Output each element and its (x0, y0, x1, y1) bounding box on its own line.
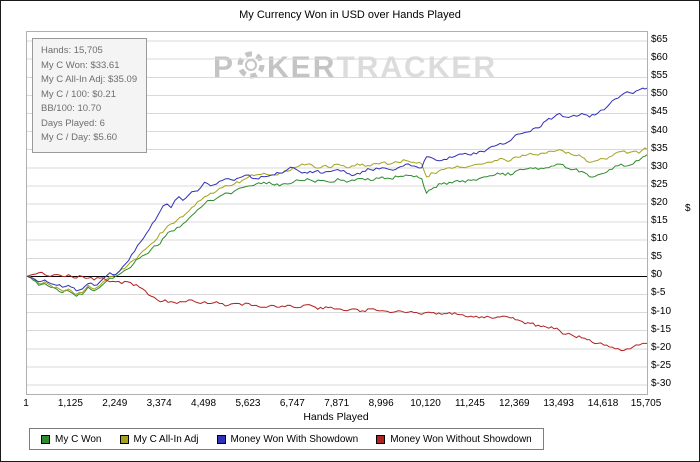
series-line-3 (26, 271, 648, 352)
y-axis-tick-label: $10 (651, 233, 668, 245)
legend-item-label: My C Won (55, 433, 102, 445)
stats-line: BB/100: 10.70 (41, 103, 102, 114)
legend-swatch-icon (216, 434, 226, 444)
y-axis-tick-label: $-20 (651, 341, 672, 353)
y-axis-tick-label: $45 (651, 106, 668, 118)
x-axis-tick-label: 3,374 (146, 398, 172, 409)
y-axis-tick-label: $-30 (651, 377, 672, 389)
y-axis-tick-label: $-15 (651, 323, 672, 335)
stats-line: My C / 100: $0.21 (41, 88, 116, 100)
y-axis-tick-label: $-5 (651, 287, 666, 299)
stats-line: Hands: 15,705 (41, 45, 103, 56)
y-axis-tick-label: $0 (651, 269, 663, 281)
stats-line: My C / Day: $5.60 (41, 132, 118, 143)
legend-item: Money Won Without Showdown (376, 434, 532, 445)
x-axis-tick-label: 6,747 (279, 398, 305, 409)
y-axis-tick-label: $65 (651, 34, 668, 46)
watermark-text-ker: KER (267, 51, 337, 84)
legend-item-label: My C All-In Adj (133, 433, 199, 445)
stats-line: Days Played: 6 (41, 117, 105, 129)
legend-swatch-icon (119, 434, 129, 444)
chart-title: My Currency Won in USD over Hands Played (239, 9, 461, 21)
stats-line: My C Won: $33.61 (41, 59, 120, 71)
plot-area[interactable] (26, 31, 648, 395)
y-axis-tick-label: $-25 (651, 359, 672, 371)
x-axis-tick-label: 4,498 (191, 398, 217, 409)
x-axis-tick-label: 10,120 (410, 398, 441, 409)
x-axis-tick-label: 13,493 (543, 398, 574, 409)
legend-item: My C All-In Adj (119, 433, 199, 445)
chart-legend: My C Won My C All-In Adj Money Won With Sh… (29, 428, 544, 450)
y-axis-tick-label: $50 (651, 88, 668, 100)
x-axis-tick-label: 7,871 (324, 398, 350, 409)
y-axis-tick-label: $55 (651, 70, 668, 82)
y-axis-title: $ (685, 203, 691, 214)
y-axis-tick-label: $35 (651, 142, 668, 154)
session-stats-box: Hands: 15,705 My C Won: $33.61 My C All-In… (32, 38, 148, 153)
stats-line: My C All-In Adj: $35.09 (41, 74, 138, 85)
series-line-2 (26, 87, 648, 292)
legend-item-label: Money Won With Showdown (230, 433, 359, 445)
series-line-1 (26, 147, 648, 296)
legend-item-label: Money Won Without Showdown (390, 433, 532, 445)
x-axis-title: Hands Played (303, 411, 369, 423)
legend-swatch-icon (41, 434, 50, 444)
x-axis-tick-label: 12,369 (498, 398, 530, 409)
pokertracker-watermark: P KER TRACKER (213, 51, 497, 85)
legend-item: Money Won With Showdown (216, 433, 359, 445)
watermark-text-tracker: TRACKER (336, 51, 498, 84)
y-axis-tick-label: $15 (651, 215, 668, 227)
x-axis-tick-label: 1,125 (57, 398, 83, 409)
y-axis-tick-label: $30 (651, 160, 668, 172)
x-axis-tick-label: 5,623 (235, 398, 261, 409)
y-axis-tick-label: $-10 (651, 305, 672, 317)
x-axis-tick-label: 2,249 (102, 398, 128, 409)
x-axis-tick-label: 14,618 (587, 398, 619, 409)
y-axis-tick-label: $25 (651, 178, 668, 190)
x-axis-tick-label: 15,705 (630, 398, 662, 409)
legend-swatch-icon (376, 434, 386, 444)
y-axis-tick-label: $40 (651, 124, 668, 136)
y-axis-tick-label: $60 (651, 52, 668, 64)
x-axis-tick-label: 1 (23, 398, 29, 409)
x-axis-tick-label: 8,996 (368, 398, 394, 409)
y-axis-tick-label: $20 (651, 196, 668, 208)
x-axis-tick-label: 11,245 (454, 398, 485, 409)
chart-canvas (26, 40, 648, 386)
legend-item: My C Won (41, 434, 102, 445)
series-line-0 (26, 154, 648, 297)
y-axis-tick-label: $5 (651, 251, 663, 263)
